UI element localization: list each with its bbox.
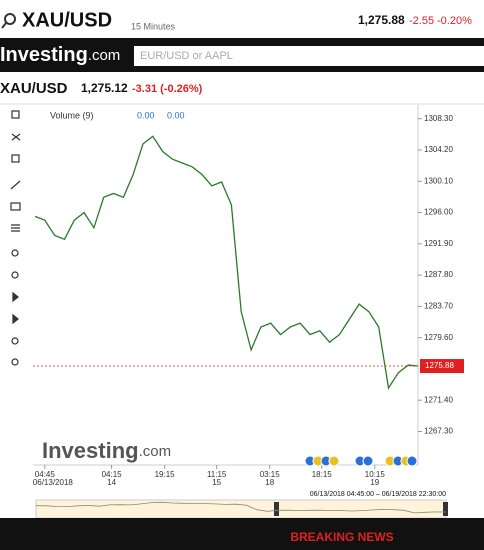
- price-line: [34, 135, 419, 390]
- event-badge: [328, 455, 340, 467]
- navigator-handle-right[interactable]: [443, 502, 448, 516]
- event-badge: [406, 455, 418, 467]
- y-tick-label: 1296.00: [424, 208, 453, 217]
- tool-cross[interactable]: [11, 133, 21, 141]
- search-input[interactable]: [134, 46, 484, 66]
- navigator-line: [35, 501, 447, 514]
- x-date-label: 18: [265, 478, 274, 487]
- logo[interactable]: Investing.com: [0, 44, 120, 66]
- plot: Volume (9) 0.00 0.00 Investing.com 1308.30 13…: [33, 110, 464, 487]
- y-tick-label: 1287.80: [424, 270, 453, 279]
- y-tick-label: 1308.30: [424, 114, 453, 123]
- header-change-pct: -0.20%: [437, 15, 472, 27]
- tool-fib[interactable]: [11, 224, 20, 232]
- x-date-label: 14: [107, 478, 116, 487]
- search-icon-handle: [1, 22, 7, 29]
- x-tick-label: 11:15: [207, 470, 227, 479]
- last-price-tag: [420, 359, 464, 374]
- x-tick-label: 10:15: [365, 470, 386, 479]
- x-tick-label: 03:15: [260, 470, 281, 479]
- footer-bar: [0, 518, 484, 550]
- tool-magnet[interactable]: [11, 358, 19, 366]
- event-badge: [362, 455, 374, 467]
- y-tick-label: 1300.10: [424, 176, 453, 185]
- x-tick-label: 19:15: [155, 470, 176, 479]
- tool-prev[interactable]: [12, 291, 19, 303]
- indicator-value: 0.00: [167, 110, 185, 120]
- tool-line[interactable]: [10, 180, 21, 190]
- x-tick-label: 18:15: [312, 470, 333, 479]
- navigator[interactable]: [35, 499, 447, 519]
- search-placeholder: EUR/USD or AAPL: [140, 50, 233, 62]
- indicator-label: Volume (9): [50, 110, 94, 120]
- last-price-label: 1275.88: [425, 361, 454, 370]
- tool-rect[interactable]: [10, 202, 21, 211]
- quote-symbol: XAU/USD: [0, 80, 68, 97]
- header-symbol: XAU/USD: [22, 9, 112, 31]
- x-tick-label: 04:45: [35, 470, 56, 479]
- tool-next[interactable]: [12, 313, 19, 325]
- tool-text[interactable]: [11, 271, 19, 279]
- y-tick-label: 1271.40: [424, 395, 453, 404]
- range-label: 06/13/2018 04:45:00 – 06/19/2018 22:30:0…: [310, 491, 446, 498]
- tool-copy[interactable]: [11, 154, 20, 163]
- header-interval: 15 Minutes: [131, 21, 176, 31]
- toolbar: [10, 110, 21, 366]
- x-date-label: 06/13/2018: [33, 478, 74, 487]
- header-price: 1,275.88: [358, 13, 405, 27]
- tool-zoom[interactable]: [11, 337, 19, 345]
- y-tick-label: 1267.30: [424, 427, 453, 436]
- y-tick-label: 1283.70: [424, 301, 453, 310]
- x-tick-label: 04:15: [102, 470, 123, 479]
- indicator-value: 0.00: [137, 110, 155, 120]
- quote-price: 1,275.12: [81, 81, 128, 95]
- breaking-news[interactable]: BREAKING NEWS: [290, 530, 393, 544]
- watermark-main: Investing: [42, 438, 139, 463]
- top-bar: [0, 0, 484, 38]
- x-date-label: 15: [212, 478, 221, 487]
- watermark-suffix: .com: [139, 443, 172, 460]
- y-tick-label: 1279.60: [424, 333, 453, 342]
- search-icon[interactable]: [4, 13, 16, 25]
- tool-select[interactable]: [11, 110, 20, 119]
- navigator-handle-left[interactable]: [274, 502, 279, 516]
- x-date-label: 19: [370, 478, 379, 487]
- quote-change: -3.31 (-0.26%): [132, 83, 203, 95]
- tool-brush[interactable]: [11, 249, 19, 257]
- header-change: -2.55: [409, 15, 434, 27]
- y-tick-label: 1291.90: [424, 239, 453, 248]
- watermark: Investing.com: [42, 438, 171, 463]
- y-tick-label: 1304.20: [424, 145, 453, 154]
